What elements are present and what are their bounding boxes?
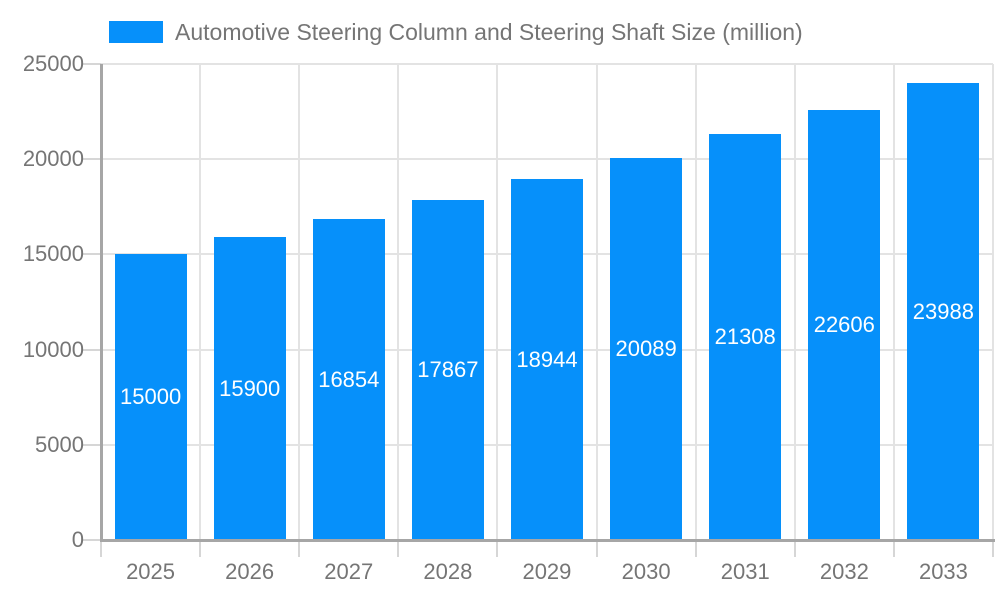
- y-tick-mark: [83, 63, 101, 65]
- x-tick-mark: [694, 540, 697, 557]
- h-gridline: [101, 63, 993, 65]
- x-tick-label: 2025: [126, 559, 176, 584]
- bar-value-label: 16854: [318, 366, 380, 392]
- bar[interactable]: 16854: [312, 219, 385, 540]
- v-gridline: [199, 64, 202, 540]
- v-gridline: [397, 64, 400, 540]
- v-gridline: [496, 64, 499, 540]
- x-tick-mark: [892, 540, 895, 557]
- bar[interactable]: 15000: [114, 254, 187, 540]
- bar-value-label: 23988: [912, 298, 974, 324]
- bar-value-label: 15900: [219, 375, 281, 401]
- bar-value-label: 22606: [813, 311, 875, 337]
- x-tick-mark: [595, 540, 598, 557]
- x-tick-label: 2029: [522, 559, 572, 584]
- bar[interactable]: 21308: [709, 134, 782, 540]
- x-tick-label: 2033: [918, 559, 968, 584]
- x-tick-label: 2031: [720, 559, 770, 584]
- x-tick-label: 2030: [621, 559, 671, 584]
- y-tick-label: 0: [71, 527, 84, 552]
- h-gridline: [101, 158, 993, 161]
- bar-value-label: 15000: [120, 384, 182, 410]
- y-tick-mark: [83, 158, 101, 161]
- x-tick-mark: [199, 540, 202, 557]
- legend[interactable]: Automotive Steering Column and Steering …: [109, 18, 803, 46]
- bar-value-label: 17867: [417, 356, 479, 382]
- bar[interactable]: 17867: [411, 199, 484, 540]
- v-gridline: [298, 64, 301, 540]
- x-tick-mark: [397, 540, 400, 557]
- v-gridline: [793, 64, 796, 540]
- y-tick-label: 20000: [22, 146, 84, 172]
- y-tick-mark: [83, 253, 101, 256]
- y-tick-mark: [83, 539, 101, 541]
- x-tick-mark: [992, 540, 994, 557]
- x-tick-mark: [793, 540, 796, 557]
- y-axis-line: [99, 64, 103, 542]
- x-tick-mark: [100, 540, 102, 557]
- y-tick-label: 15000: [22, 241, 84, 267]
- bar-value-label: 20089: [615, 335, 677, 361]
- bar[interactable]: 22606: [808, 109, 881, 540]
- bar-value-label: 18944: [516, 346, 578, 372]
- y-tick-mark: [83, 443, 101, 446]
- bar[interactable]: 15900: [213, 237, 286, 540]
- x-tick-label: 2027: [324, 559, 374, 584]
- bar-value-label: 21308: [714, 324, 776, 350]
- v-gridline: [595, 64, 598, 540]
- y-tick-label: 25000: [22, 51, 84, 76]
- legend-swatch: [109, 21, 163, 43]
- bar[interactable]: 20089: [610, 157, 683, 540]
- x-tick-mark: [496, 540, 499, 557]
- legend-label: Automotive Steering Column and Steering …: [175, 19, 803, 45]
- y-tick-mark: [83, 348, 101, 351]
- bar[interactable]: 18944: [511, 179, 583, 540]
- v-gridline: [992, 64, 994, 540]
- v-gridline: [892, 64, 895, 540]
- x-tick-mark: [298, 540, 301, 557]
- v-gridline: [694, 64, 697, 540]
- bar[interactable]: 23988: [907, 83, 980, 540]
- x-tick-label: 2032: [819, 559, 869, 584]
- x-tick-label: 2028: [423, 559, 473, 584]
- x-axis-line: [99, 538, 995, 542]
- y-tick-label: 5000: [35, 431, 84, 457]
- x-tick-label: 2026: [225, 559, 275, 584]
- y-tick-label: 10000: [22, 336, 84, 362]
